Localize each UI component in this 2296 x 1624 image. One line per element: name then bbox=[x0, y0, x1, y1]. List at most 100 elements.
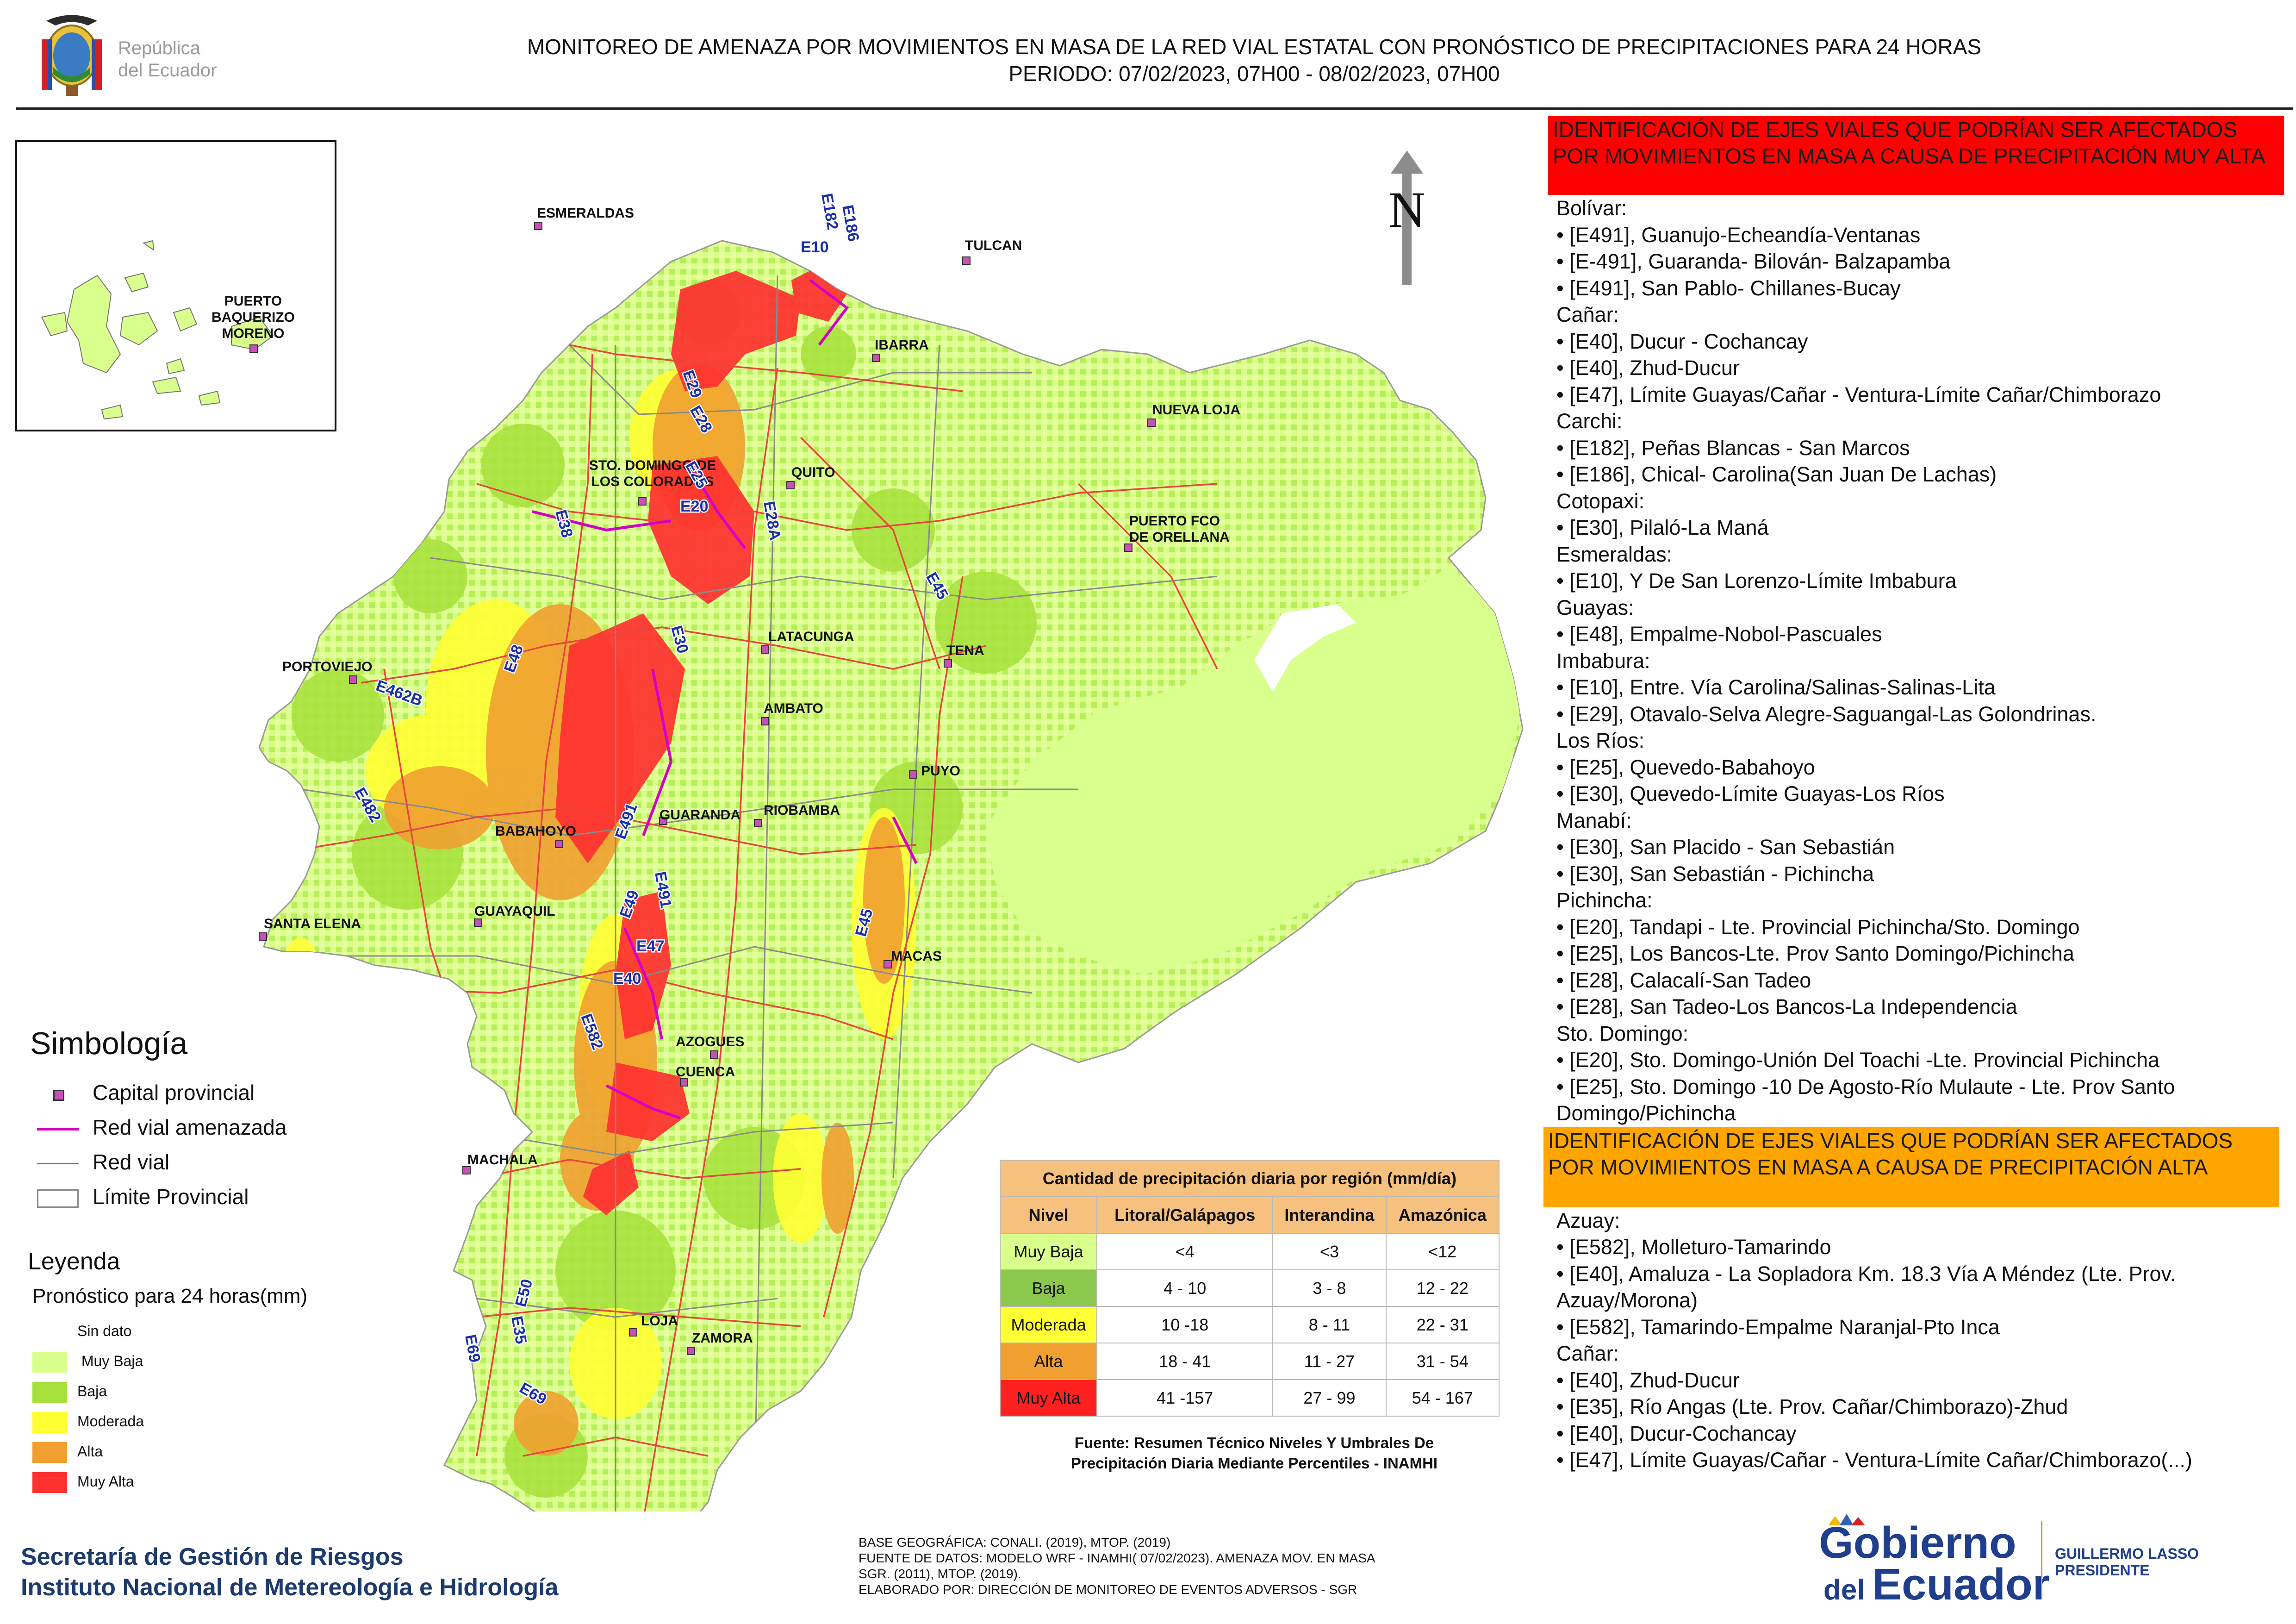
svg-text:E186: E186 bbox=[839, 204, 862, 243]
inset-city-line1: PUERTO bbox=[224, 294, 282, 309]
city-tulcan: TULCAN bbox=[962, 238, 1022, 265]
road-list-item: • [E25], Quevedo-Babahoyo bbox=[1556, 755, 1815, 779]
road-list-item: Imbabura: bbox=[1556, 649, 1650, 673]
city-babahoyo: BABAHOYO bbox=[495, 824, 576, 848]
svg-text:PUERTO FCO: PUERTO FCO bbox=[1129, 513, 1220, 529]
north-label: N bbox=[1388, 181, 1425, 238]
svg-text:AZOGUES: AZOGUES bbox=[676, 1034, 744, 1049]
city-azogues: AZOGUES bbox=[676, 1034, 744, 1059]
map-title: MONITOREO DE AMENAZA POR MOVIMIENTOS EN … bbox=[259, 33, 2249, 87]
road-list-item: • [E40], Zhud-Ducur bbox=[1556, 1368, 1740, 1392]
svg-text:ESMERALDAS: ESMERALDAS bbox=[537, 206, 634, 221]
table-row: Muy Alta 41 -157 27 - 99 54 - 167 bbox=[999, 1379, 1500, 1417]
data-sources: BASE GEOGRÁFICA: CONALI. (2019), MTOP. (… bbox=[859, 1535, 1375, 1597]
leyenda-moderada: Moderada bbox=[32, 1410, 144, 1433]
svg-text:MACHALA: MACHALA bbox=[467, 1152, 538, 1168]
gob-text-line1: Gobierno bbox=[1819, 1518, 2016, 1568]
road-list-item: • [E582], Tamarindo-Empalme Naranjal-Pto… bbox=[1556, 1315, 2000, 1339]
svg-text:E47: E47 bbox=[636, 937, 665, 955]
city-loja: LOJA bbox=[629, 1313, 678, 1337]
road-list-item: • [E47], Límite Guayas/Cañar - Ventura-L… bbox=[1556, 1448, 2192, 1472]
svg-text:ZAMORA: ZAMORA bbox=[692, 1330, 753, 1346]
road-list-item: • [E182], Peñas Blancas - San Marcos bbox=[1556, 436, 1910, 460]
road-list-item: • [E25], Sto. Domingo -10 De Agosto-Río … bbox=[1556, 1074, 2175, 1099]
svg-text:GUARANDA: GUARANDA bbox=[660, 807, 740, 823]
road-list-item: • [E40], Ducur - Cochancay bbox=[1556, 329, 1808, 353]
boundary-box-icon bbox=[37, 1189, 79, 1208]
road-list-item: • [E30], Quevedo-Límite Guayas-Los Ríos bbox=[1556, 782, 1945, 806]
city-machala: MACHALA bbox=[462, 1152, 538, 1174]
gob-text-line2: del bbox=[1823, 1574, 1865, 1606]
city-markers: ESMERALDAS TULCAN IBARRA NUEVA LOJA STO.… bbox=[259, 206, 1240, 1355]
svg-text:LOS COLORADOS: LOS COLORADOS bbox=[591, 474, 714, 489]
road-list-item: Sto. Domingo: bbox=[1556, 1021, 1689, 1045]
leyenda-subtitle: Pronóstico para 24 horas(mm) bbox=[32, 1285, 308, 1307]
north-arrow: N bbox=[1388, 150, 1425, 285]
svg-text:E10: E10 bbox=[801, 238, 829, 256]
road-list-item: Cañar: bbox=[1556, 303, 1619, 326]
svg-text:GUAYAQUIL: GUAYAQUIL bbox=[474, 904, 555, 919]
road-network bbox=[273, 339, 1218, 1512]
alta-banner: IDENTIFICACIÓN DE EJES VIALES QUE PODRÍA… bbox=[1543, 1126, 2279, 1207]
table-row: Moderada 10 -18 8 - 11 22 - 31 bbox=[999, 1306, 1500, 1343]
svg-text:E69: E69 bbox=[461, 1333, 484, 1364]
road-list-item: Azuay: bbox=[1556, 1208, 1620, 1232]
institution-names: Secretaría de Gestión de Riesgos Institu… bbox=[21, 1542, 558, 1603]
road-list-item: Domingo/Pichincha bbox=[1556, 1101, 1736, 1125]
table-row: Baja 4 - 10 3 - 8 12 - 22 bbox=[999, 1269, 1500, 1307]
road-list-item: • [E40], Zhud-Ducur bbox=[1556, 356, 1740, 380]
gobierno-ecuador-logo: Gobierno del Ecuador GUILLERMO LASSO PRE… bbox=[1814, 1507, 2259, 1613]
city-zamora: ZAMORA bbox=[687, 1330, 753, 1355]
provincial-boundaries bbox=[300, 275, 1218, 1512]
simb-red-vial: Red vial bbox=[37, 1148, 169, 1176]
city-ambato: AMBATO bbox=[761, 701, 823, 725]
svg-text:SANTA ELENA: SANTA ELENA bbox=[264, 916, 361, 931]
svg-text:E20: E20 bbox=[680, 498, 709, 515]
road-list-item: • [E20], Sto. Domingo-Unión Del Toachi -… bbox=[1556, 1048, 2160, 1072]
road-list-item: Los Ríos: bbox=[1556, 729, 1645, 752]
galapagos-inset-map: PUERTO BAQUERIZO MORENO bbox=[15, 140, 336, 431]
city-puyo: PUYO bbox=[909, 763, 960, 779]
city-latacunga: LATACUNGA bbox=[761, 629, 854, 654]
city-guayaquil: GUAYAQUIL bbox=[474, 904, 555, 927]
svg-text:LATACUNGA: LATACUNGA bbox=[768, 629, 854, 644]
road-list-item: • [E48], Empalme-Nobol-Pascuales bbox=[1556, 622, 1882, 646]
road-list-item: • [E582], Molleturo-Tamarindo bbox=[1556, 1235, 1831, 1259]
svg-text:PUYO: PUYO bbox=[921, 763, 960, 779]
leyenda-alta: Alta bbox=[32, 1440, 103, 1463]
leyenda-title: Leyenda bbox=[28, 1248, 120, 1275]
svg-text:NUEVA LOJA: NUEVA LOJA bbox=[1152, 402, 1240, 418]
city-esmeraldas: ESMERALDAS bbox=[534, 206, 634, 230]
institution-inamhi: Instituto Nacional de Metereología e Hid… bbox=[21, 1574, 559, 1601]
svg-text:PORTOVIEJO: PORTOVIEJO bbox=[282, 659, 373, 675]
road-list-item: • [E186], Chical- Carolina(San Juan De L… bbox=[1556, 462, 1997, 486]
road-list-item: • [E40], Ducur-Cochancay bbox=[1556, 1421, 1797, 1445]
road-list-item: • [E491], Guanujo-Echeandía-Ventanas bbox=[1556, 223, 1921, 247]
logo-text-line2: del Ecuador bbox=[118, 60, 217, 81]
threatened-road-line-icon bbox=[37, 1127, 79, 1131]
inset-capital-marker bbox=[249, 344, 258, 353]
alta-road-list: Azuay: • [E582], Molleturo-Tamarindo • [E4… bbox=[1548, 1207, 2284, 1474]
president-role: PRESIDENTE bbox=[2055, 1562, 2149, 1579]
title-line2: PERIODO: 07/02/2023, 07H00 - 08/02/2023,… bbox=[1008, 62, 1500, 86]
city-santa-elena: SANTA ELENA bbox=[259, 916, 361, 941]
road-list-item: • [E491], San Pablo- Chillanes-Bucay bbox=[1556, 276, 1901, 300]
road-list-item: • [E29], Otavalo-Selva Alegre-Saguangal-… bbox=[1556, 702, 2097, 726]
simb-limite-provincial: Límite Provincial bbox=[37, 1183, 249, 1211]
road-list-item: Manabí: bbox=[1556, 808, 1632, 832]
road-list-item: Guayas: bbox=[1556, 595, 1634, 619]
threatened-roads bbox=[532, 279, 918, 1119]
galapagos-islands bbox=[41, 240, 274, 420]
road-list-item: Cañar: bbox=[1556, 1342, 1619, 1365]
leyenda-muy-baja: Muy Baja bbox=[32, 1349, 143, 1373]
table-row: Alta 18 - 41 11 - 27 31 - 54 bbox=[999, 1343, 1500, 1380]
city-cuenca: CUENCA bbox=[676, 1064, 735, 1087]
table-header-nivel: Nivel bbox=[999, 1196, 1098, 1234]
republica-ecuador-logo: República del Ecuador bbox=[32, 12, 236, 100]
header-divider bbox=[16, 107, 2293, 110]
svg-text:IBARRA: IBARRA bbox=[875, 337, 929, 353]
svg-text:RIOBAMBA: RIOBAMBA bbox=[764, 803, 840, 818]
simb-red-vial-amenazada: Red vial amenazada bbox=[37, 1113, 286, 1141]
